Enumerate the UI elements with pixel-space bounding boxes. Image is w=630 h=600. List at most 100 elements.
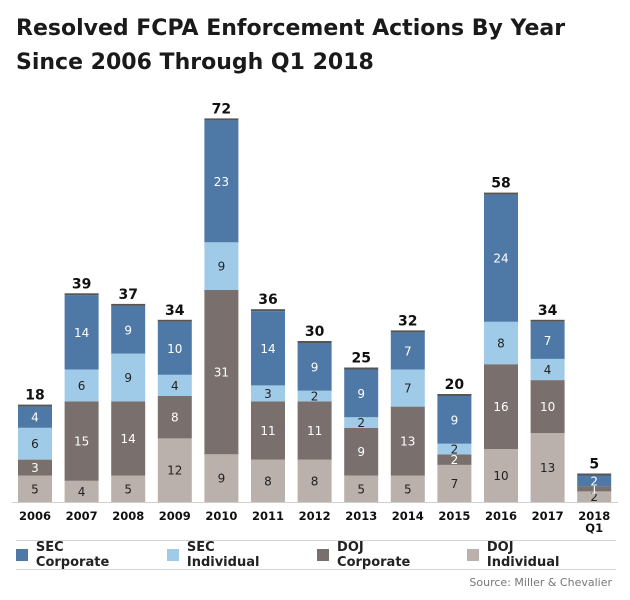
bar-segment-doj-individual	[251, 459, 285, 502]
legend-item-doj-individual: DOJ Individual	[466, 540, 590, 570]
data-label: 4	[78, 485, 86, 499]
total-label: 37	[118, 287, 137, 303]
data-label: 4	[544, 363, 552, 377]
bar-segment-doj-corporate	[577, 486, 612, 492]
bar-segment-sec-corporate	[530, 321, 565, 359]
bar-segment-sec-corporate	[390, 332, 425, 370]
total-label: 25	[351, 351, 370, 367]
data-label: 14	[121, 432, 136, 446]
legend-item-doj-corporate: DOJ Corporate	[317, 540, 441, 570]
data-label: 5	[404, 482, 412, 496]
legend-label: SEC Corporate	[35, 540, 110, 570]
data-label: 24	[493, 252, 508, 266]
bar-segment-sec-individual	[251, 385, 285, 402]
bar-segment-doj-individual	[64, 480, 99, 502]
bar-segment-sec-corporate	[204, 120, 239, 243]
total-label: 39	[72, 276, 91, 292]
x-tick-label: 2012	[299, 509, 331, 523]
bar-cap	[157, 319, 192, 322]
data-label: 1	[590, 482, 598, 496]
total-label: 34	[165, 303, 185, 319]
bar-cap	[64, 293, 99, 296]
bar-segment-sec-individual	[390, 369, 425, 407]
data-label: 8	[311, 474, 319, 488]
bar-segment-sec-corporate	[64, 295, 99, 370]
data-label: 7	[404, 344, 412, 358]
bar-segment-doj-individual	[204, 454, 239, 502]
data-label: 4	[31, 411, 39, 425]
bar-segment-sec-corporate	[251, 311, 285, 386]
data-label: 8	[171, 411, 179, 425]
bar-segment-doj-individual	[577, 491, 612, 502]
legend-swatch	[166, 549, 179, 561]
data-label: 11	[260, 424, 275, 438]
bar-segment-doj-individual	[390, 475, 425, 502]
data-label: 3	[31, 461, 39, 475]
bar-cap	[344, 367, 379, 370]
data-label: 9	[451, 413, 459, 427]
total-label: 30	[305, 324, 325, 340]
bar-segment-doj-corporate	[344, 427, 379, 476]
data-label: 2	[451, 453, 459, 467]
data-label: 9	[124, 323, 132, 337]
data-label: 3	[264, 387, 272, 401]
data-label: 15	[74, 435, 89, 449]
x-tick-label: 2011	[252, 509, 284, 523]
legend-item-sec-corporate: SEC Corporate	[16, 540, 141, 570]
bar-segment-sec-corporate	[157, 321, 192, 375]
bar-segment-doj-individual	[297, 459, 332, 502]
bar-segment-sec-corporate	[297, 343, 332, 391]
bar-segment-sec-corporate	[18, 406, 52, 428]
legend-swatch	[317, 549, 330, 561]
data-label: 10	[167, 342, 182, 356]
bar-segment-doj-corporate	[18, 459, 52, 476]
bar-cap	[577, 473, 612, 476]
legend-label: DOJ Individual	[486, 540, 560, 570]
bar-segment-sec-individual	[530, 358, 565, 381]
data-label: 10	[540, 400, 555, 414]
bar-segment-doj-corporate	[530, 380, 565, 434]
data-label: 14	[260, 342, 275, 356]
bar-cap	[484, 192, 518, 195]
bar-segment-sec-individual	[157, 374, 192, 396]
total-label: 72	[212, 101, 231, 117]
bar-segment-sec-corporate	[344, 369, 379, 418]
bar-cap	[204, 118, 239, 121]
data-label: 11	[307, 424, 322, 438]
data-label: 7	[544, 334, 552, 348]
bar-cap	[390, 330, 425, 333]
data-label: 5	[31, 482, 39, 496]
bar-segment-sec-individual	[111, 353, 146, 402]
data-label: 13	[540, 461, 555, 475]
bar-segment-sec-individual	[18, 427, 52, 460]
bar-segment-sec-individual	[484, 321, 518, 365]
data-label: 2	[590, 474, 598, 488]
bar-segment-doj-individual	[344, 475, 379, 502]
bar-segment-doj-corporate	[484, 364, 518, 449]
data-label: 9	[218, 472, 226, 486]
data-label: 10	[493, 469, 508, 483]
bar-cap	[297, 341, 332, 343]
legend-item-sec-individual: SEC Individual	[166, 540, 291, 570]
legend-swatch	[466, 549, 479, 561]
bar-segment-doj-individual	[530, 433, 565, 502]
bar-cap	[18, 404, 52, 407]
bar-cap	[530, 319, 565, 322]
x-tick-label: 2016	[485, 509, 517, 523]
bar-segment-doj-corporate	[251, 401, 285, 460]
bar-segment-sec-corporate	[437, 396, 472, 444]
data-label: 5	[124, 482, 132, 496]
data-label: 2	[311, 390, 319, 404]
x-tick-label: 2007	[66, 509, 98, 523]
total-label: 34	[538, 303, 558, 319]
chart-legend: SEC Corporate SEC Individual DOJ Corporate…	[16, 540, 616, 570]
bar-segment-doj-corporate	[111, 401, 146, 476]
bar-segment-sec-corporate	[577, 475, 612, 487]
bar-cap	[437, 394, 472, 396]
data-label: 9	[124, 371, 132, 385]
bar-segment-doj-individual	[18, 475, 52, 502]
data-label: 9	[311, 360, 319, 374]
bar-segment-doj-individual	[437, 464, 472, 502]
bar-segment-doj-corporate	[204, 290, 239, 455]
